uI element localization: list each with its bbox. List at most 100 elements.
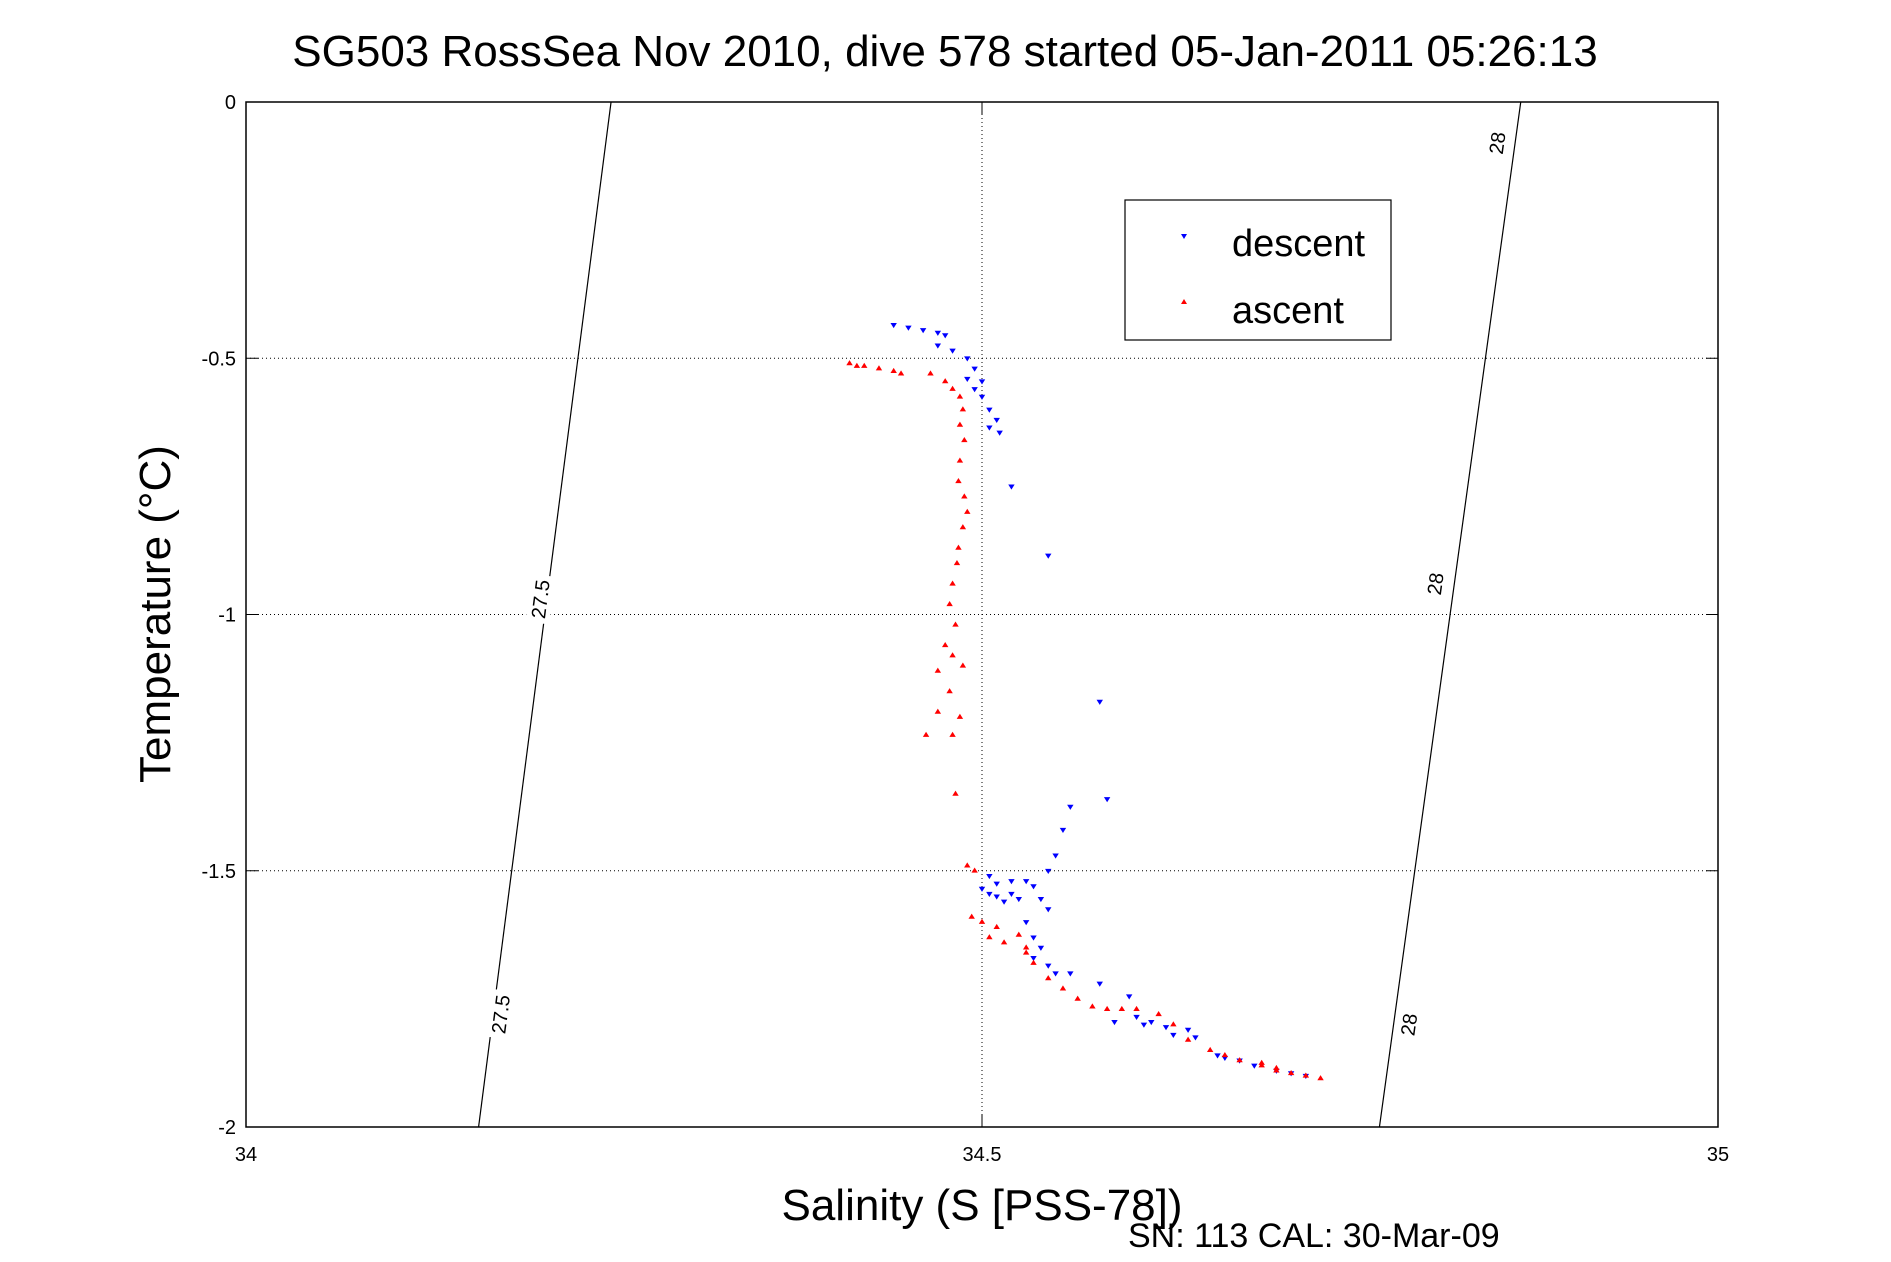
data-point-descent — [1126, 994, 1133, 1000]
data-point-descent — [978, 379, 986, 385]
data-point-descent — [934, 343, 942, 349]
data-point-ascent — [959, 662, 967, 668]
data-point-ascent — [986, 934, 993, 940]
data-point-ascent — [1287, 1069, 1295, 1076]
data-point-ascent — [993, 923, 1000, 930]
data-point-descent — [890, 323, 897, 329]
contour-label: 27.5 — [488, 994, 515, 1035]
data-point-descent — [978, 886, 986, 892]
data-point-ascent — [1133, 1005, 1140, 1012]
data-point-descent — [1148, 1020, 1155, 1026]
data-point-ascent — [897, 370, 905, 376]
density-contours: 27.5 27.5 28 28 28 — [477, 101, 1522, 1128]
data-point-ascent — [949, 385, 956, 391]
contour-label-background — [525, 573, 556, 625]
contour-label: 28 — [1397, 1012, 1422, 1037]
data-point-descent — [1022, 879, 1030, 885]
data-point-descent — [978, 394, 986, 400]
data-point-ascent — [949, 580, 956, 586]
data-point-ascent — [942, 378, 949, 384]
data-point-descent — [986, 425, 993, 431]
contour-label-background — [1393, 999, 1425, 1050]
data-point-descent — [1214, 1053, 1221, 1059]
data-point-ascent — [949, 731, 956, 737]
data-point-descent — [1103, 797, 1111, 803]
data-point-descent — [1022, 920, 1030, 926]
data-point-ascent — [1103, 1005, 1111, 1012]
data-points — [846, 323, 1324, 1081]
contour-label: 27.5 — [528, 579, 555, 620]
data-point-descent — [986, 873, 993, 880]
data-point-descent — [1133, 1014, 1140, 1021]
data-point-ascent — [875, 365, 883, 371]
legend: descent ascent — [1124, 199, 1392, 341]
data-point-descent — [1184, 1027, 1192, 1033]
data-point-ascent — [955, 478, 962, 484]
data-point-descent — [964, 356, 971, 362]
data-point-descent — [1067, 971, 1074, 977]
data-point-descent — [1059, 827, 1067, 833]
density-contour-line — [1378, 101, 1522, 1128]
y-tick-label: -0.5 — [202, 348, 236, 370]
data-point-descent — [1045, 907, 1052, 913]
data-point-ascent — [1258, 1059, 1265, 1065]
data-point-descent — [971, 387, 978, 393]
data-point-descent — [1008, 484, 1015, 490]
data-point-descent — [1170, 1032, 1177, 1038]
data-point-descent — [1037, 897, 1045, 903]
data-point-ascent — [890, 367, 897, 373]
data-point-ascent — [1221, 1052, 1229, 1058]
data-point-ascent — [971, 867, 978, 873]
data-point-ascent — [1015, 931, 1022, 937]
data-point-ascent — [1236, 1057, 1243, 1063]
data-point-descent — [1008, 891, 1015, 898]
y-tick-label: -2 — [218, 1117, 236, 1139]
data-point-descent — [1008, 879, 1015, 885]
data-point-ascent — [956, 421, 964, 427]
legend-marker-descent — [1181, 234, 1187, 239]
contour-label: 28 — [1424, 571, 1449, 596]
data-point-ascent — [964, 862, 971, 868]
data-point-ascent — [1206, 1046, 1214, 1053]
data-point-ascent — [1317, 1075, 1324, 1081]
data-point-descent — [1015, 897, 1022, 903]
data-point-descent — [1067, 804, 1074, 810]
data-point-ascent — [1000, 939, 1008, 945]
data-point-descent — [1037, 945, 1045, 951]
data-point-ascent — [934, 708, 942, 714]
contour-label-background — [1482, 117, 1513, 169]
data-point-ascent — [1258, 1062, 1265, 1068]
data-point-ascent — [934, 667, 942, 673]
chart-title: SG503 RossSea Nov 2010, dive 578 started… — [292, 27, 1597, 76]
contour-label-background — [485, 988, 516, 1040]
x-axis-ticks: 34 34.5 35 — [235, 102, 1729, 1166]
data-point-descent — [934, 330, 942, 336]
data-point-ascent — [1045, 975, 1052, 981]
x-tick-label: 34.5 — [963, 1144, 1002, 1166]
contour-label: 28 — [1486, 131, 1511, 156]
data-point-ascent — [978, 918, 986, 924]
data-point-descent — [942, 333, 949, 339]
data-point-ascent — [927, 370, 934, 376]
data-point-ascent — [853, 362, 861, 368]
data-point-descent — [996, 430, 1003, 436]
y-axis-ticks: 0 -0.5 -1 -1.5 -2 — [202, 92, 1718, 1139]
data-point-ascent — [1118, 1005, 1126, 1012]
data-point-ascent — [861, 362, 868, 368]
data-point-ascent — [1273, 1064, 1280, 1070]
data-point-ascent — [1170, 1021, 1177, 1027]
grid-lines — [246, 102, 1718, 1127]
data-point-ascent — [961, 437, 968, 443]
data-point-descent — [1052, 971, 1059, 977]
data-point-ascent — [961, 493, 968, 499]
data-point-ascent — [946, 601, 953, 607]
sensor-calibration-note: SN: 113 CAL: 30-Mar-09 — [1128, 1217, 1500, 1255]
data-point-ascent — [952, 621, 959, 627]
legend-label-ascent: ascent — [1232, 290, 1344, 332]
data-point-ascent — [955, 544, 962, 550]
y-tick-label: -1 — [218, 605, 236, 627]
data-point-ascent — [959, 524, 967, 530]
data-point-ascent — [846, 360, 853, 366]
data-point-descent — [993, 894, 1000, 900]
